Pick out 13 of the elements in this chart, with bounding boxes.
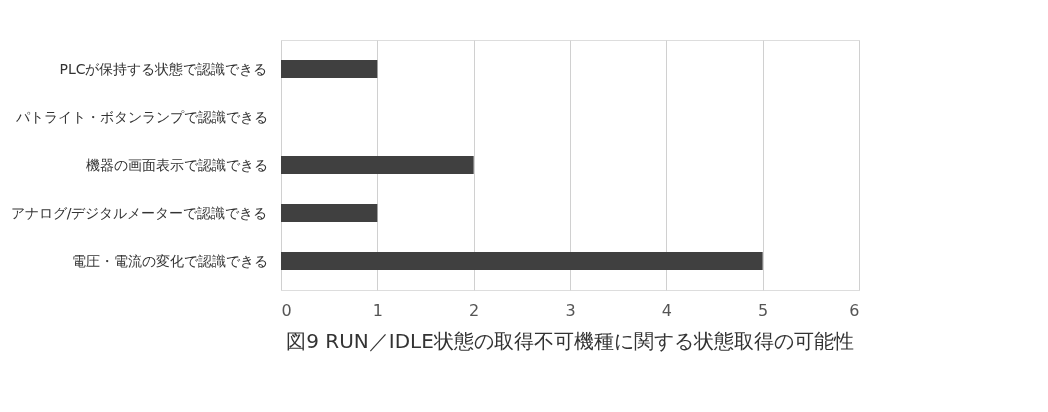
y-tick-label: 電圧・電流の変化で認識できる <box>71 252 268 269</box>
y-tick-label: アナログ/デジタルメーターで認識できる <box>10 204 268 221</box>
x-tick-label: 6 <box>849 300 860 320</box>
x-tick-label: 2 <box>469 300 480 320</box>
y-tick-label: 機器の画面表示で認識できる <box>85 156 268 173</box>
x-tick-label: 0 <box>281 300 292 320</box>
y-tick-label: パトライト・ボタンランプで認識できる <box>14 108 268 125</box>
y-tick-label: PLCが保持する状態で認識できる <box>59 60 268 77</box>
x-tick-label: 1 <box>372 300 383 320</box>
x-tick-label: 4 <box>661 300 672 320</box>
x-tick-label: 3 <box>565 300 576 320</box>
text: 図9 RUN／IDLE状態の取得不可機種に関する状態取得の可能性 <box>286 329 854 353</box>
x-tick-label: 5 <box>758 300 769 320</box>
